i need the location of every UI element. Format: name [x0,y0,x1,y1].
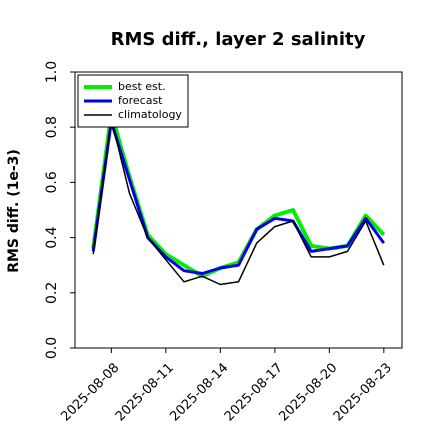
y-axis-label: RMS diff. (1e-3) [6,149,22,273]
y-tick-label: 0.4 [44,226,60,248]
y-axis-ticks: 0.0 0.2 0.4 0.6 0.8 1.0 [44,61,75,359]
y-tick-label: 0.6 [44,171,60,193]
y-tick-label: 1.0 [44,61,60,83]
series-line-climatology [92,118,385,286]
plot-area [91,111,386,286]
plot-frame [74,71,403,349]
legend-entry: best est. [118,80,166,93]
legend-entry: climatology [118,108,182,121]
x-tick-label: 2025-08-23 [331,360,395,424]
series-line-forecast [91,120,386,275]
x-axis-ticks: 2025-08-082025-08-112025-08-142025-08-17… [58,348,395,424]
legend-entry: forecast [118,94,163,107]
y-tick-label: 0.0 [44,337,60,359]
series-line-best-est [91,111,386,279]
chart-title: RMS diff., layer 2 salinity [111,29,366,50]
y-tick-label: 0.2 [44,282,60,304]
y-tick-label: 0.8 [44,116,60,138]
